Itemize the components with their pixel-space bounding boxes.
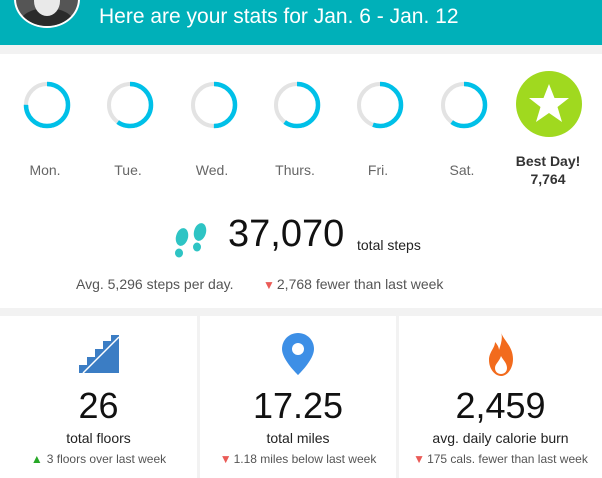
avatar[interactable] (14, 0, 80, 28)
progress-ring-icon (356, 81, 404, 129)
day-ring-tue (100, 80, 160, 130)
best-day-badge (516, 71, 582, 137)
steps-change-text: 2,768 fewer than last week (276, 276, 444, 292)
total-steps-label: total steps (357, 237, 421, 253)
best-day-value: 7,764 (530, 171, 566, 187)
miles-label: total miles (266, 430, 330, 446)
total-steps-value: 37,070 (228, 213, 345, 255)
miles-change-text: 1.18 miles below last week (233, 452, 377, 466)
day-label: Fri. (367, 162, 389, 178)
day-ring-thurs (267, 80, 327, 130)
day-ring-sat (434, 80, 494, 130)
day-label: Wed. (195, 162, 229, 178)
stairs-icon (78, 335, 119, 373)
avg-steps-text: Avg. 5,296 steps per day. (76, 276, 234, 292)
flame-icon (488, 332, 513, 376)
miles-change: ▼ 1.18 miles below last week (200, 452, 396, 466)
up-arrow-icon: ▲ (30, 452, 43, 466)
floors-change: ▲ 3 floors over last week (0, 452, 197, 466)
day-ring-mon (17, 80, 77, 130)
miles-card: 17.25 total miles ▼ 1.18 miles below last… (200, 316, 396, 478)
progress-ring-icon (190, 81, 238, 129)
day-label: Mon. (29, 162, 61, 178)
page-title: Here are your stats for Jan. 6 - Jan. 12 (99, 5, 459, 28)
down-arrow-icon: ▼ (219, 452, 232, 466)
day-ring-wed (184, 80, 244, 130)
best-day-title: Best Day! (515, 153, 581, 169)
day-label: Thurs. (275, 162, 315, 178)
steps-change: ▼ 2,768 fewer than last week (263, 276, 443, 292)
down-arrow-icon: ▼ (263, 278, 275, 292)
progress-ring-icon (273, 81, 321, 129)
header-bar: Here are your stats for Jan. 6 - Jan. 12 (0, 0, 602, 45)
progress-ring-icon (106, 81, 154, 129)
location-pin-icon (282, 333, 314, 375)
down-arrow-icon: ▼ (413, 452, 426, 466)
progress-ring-icon (23, 81, 71, 129)
calories-card: 2,459 avg. daily calorie burn ▼ 175 cals.… (399, 316, 602, 478)
calories-label: avg. daily calorie burn (432, 430, 569, 446)
floors-card: 26 total floors ▲ 3 floors over last week (0, 316, 197, 478)
floors-value: 26 (78, 385, 119, 426)
floors-label: total floors (66, 430, 131, 446)
miles-value: 17.25 (252, 385, 344, 426)
progress-ring-icon (440, 81, 488, 129)
steps-panel (0, 54, 602, 308)
day-label: Tue. (114, 162, 142, 178)
star-icon (529, 84, 569, 122)
calories-value: 2,459 (455, 385, 546, 426)
calories-change-text: 175 cals. fewer than last week (427, 452, 588, 466)
best-day-label: Best Day! 7,764 (500, 152, 596, 188)
footsteps-icon (170, 222, 212, 265)
calories-change: ▼ 175 cals. fewer than last week (399, 452, 602, 466)
day-ring-fri (350, 80, 410, 130)
day-label: Sat. (449, 162, 475, 178)
floors-change-text: 3 floors over last week (46, 452, 167, 466)
